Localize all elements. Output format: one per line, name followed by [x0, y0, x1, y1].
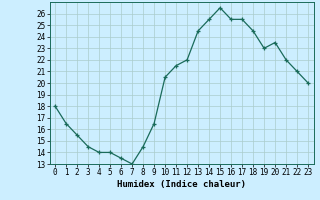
- X-axis label: Humidex (Indice chaleur): Humidex (Indice chaleur): [117, 180, 246, 189]
